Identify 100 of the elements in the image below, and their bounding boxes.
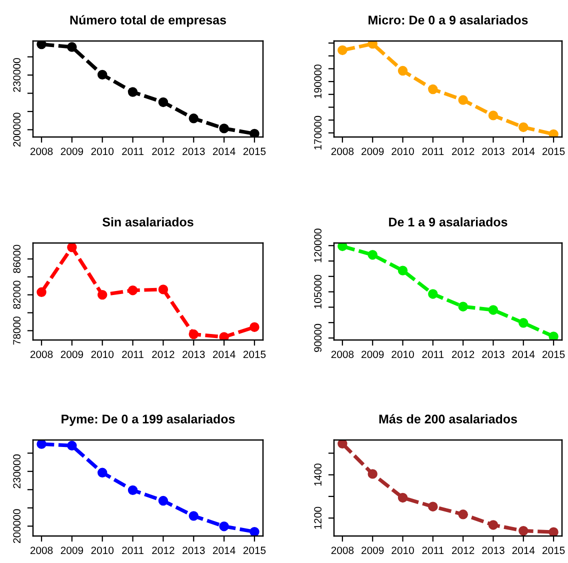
point [128,485,138,496]
x-tick-label: 2009 [362,350,384,358]
x-tick-label: 2014 [212,546,236,554]
x-tick-label: 2009 [60,546,84,554]
point [67,42,77,52]
y-tick-label: 105000 [314,274,322,308]
point [338,45,348,56]
chart-title: Número total de empresas [70,15,226,27]
point [428,289,438,299]
chart-title: Sin asalariados [102,217,194,226]
x-tick-label: 2010 [91,148,114,156]
point [98,70,108,80]
point [128,87,138,97]
point [98,468,108,478]
point [36,41,46,50]
point [188,511,198,521]
x-tick-label: 2012 [152,546,174,554]
point [398,492,408,503]
point [188,114,198,124]
x-tick-label: 2010 [392,546,414,554]
point [158,284,168,294]
chart-title: Pyme: De 0 a 199 asalariados [62,414,235,426]
point [518,526,528,536]
point [518,122,528,132]
point [219,124,229,134]
point [518,318,528,328]
point [158,97,168,108]
point [188,329,198,340]
y-tick-label: 1200 [314,506,322,529]
x-tick-label: 2015 [542,148,565,156]
point [128,285,138,296]
x-tick-label: 2012 [452,350,474,358]
point [338,440,348,449]
x-tick-label: 2011 [422,546,444,554]
point [250,128,260,137]
point [398,66,408,76]
x-tick-label: 2012 [452,546,474,554]
point [158,496,168,506]
x-tick-label: 2011 [122,546,144,554]
point [368,41,378,49]
x-tick-label: 2012 [152,350,174,358]
point [398,266,408,276]
point [250,322,260,332]
point [488,305,498,315]
x-tick-label: 2010 [392,350,414,358]
y-tick-label: 200000 [13,509,21,543]
x-tick-label: 2008 [331,546,354,554]
y-tick-label: 170000 [314,116,322,150]
x-tick-label: 2014 [512,546,535,554]
x-tick-label: 2008 [30,148,53,156]
x-tick-label: 2015 [542,350,565,358]
y-tick-label: 190000 [314,64,322,98]
point [548,332,558,340]
chart-title: Más de 200 asalariados [379,414,517,424]
point [98,290,108,300]
point [368,469,378,479]
y-tick-label: 230000 [13,454,21,488]
x-tick-label: 2014 [512,350,535,358]
point [250,526,260,536]
point [548,129,558,137]
point [67,243,77,252]
y-tick-label: 200000 [13,112,21,147]
x-tick-label: 2013 [482,350,504,358]
x-tick-label: 2009 [362,148,384,156]
x-tick-label: 2014 [512,148,535,156]
x-tick-label: 2013 [182,546,205,554]
chart-title: De 1 a 9 asalariados [389,217,508,226]
x-tick-label: 2015 [542,546,565,554]
x-tick-label: 2009 [362,546,384,554]
x-tick-label: 2012 [452,148,474,156]
point [428,502,438,512]
x-tick-label: 2013 [182,148,205,156]
x-tick-label: 2009 [60,148,84,156]
x-tick-label: 2010 [91,546,114,554]
x-tick-label: 2013 [482,148,504,156]
point [458,95,468,105]
x-tick-label: 2008 [30,350,53,358]
x-tick-label: 2012 [152,148,174,156]
point [219,332,229,340]
y-tick-label: 86000 [13,244,21,273]
point [338,243,348,252]
x-tick-label: 2008 [331,350,354,358]
x-tick-label: 2011 [422,148,444,156]
x-tick-label: 2011 [122,148,144,156]
x-tick-label: 2010 [392,148,414,156]
x-tick-label: 2013 [482,546,504,554]
point [488,520,498,530]
x-tick-label: 2013 [182,350,205,358]
y-tick-label: 82000 [13,280,21,309]
x-tick-label: 2014 [212,350,236,358]
point [458,302,468,312]
chart-title: Micro: De 0 a 9 asalariados [368,15,528,24]
point [36,440,46,449]
y-tick-label: 1400 [314,464,322,486]
point [219,521,229,532]
x-tick-label: 2008 [30,546,53,554]
x-tick-label: 2008 [331,148,354,156]
point [458,510,468,520]
point [368,250,378,260]
x-tick-label: 2009 [60,350,84,358]
